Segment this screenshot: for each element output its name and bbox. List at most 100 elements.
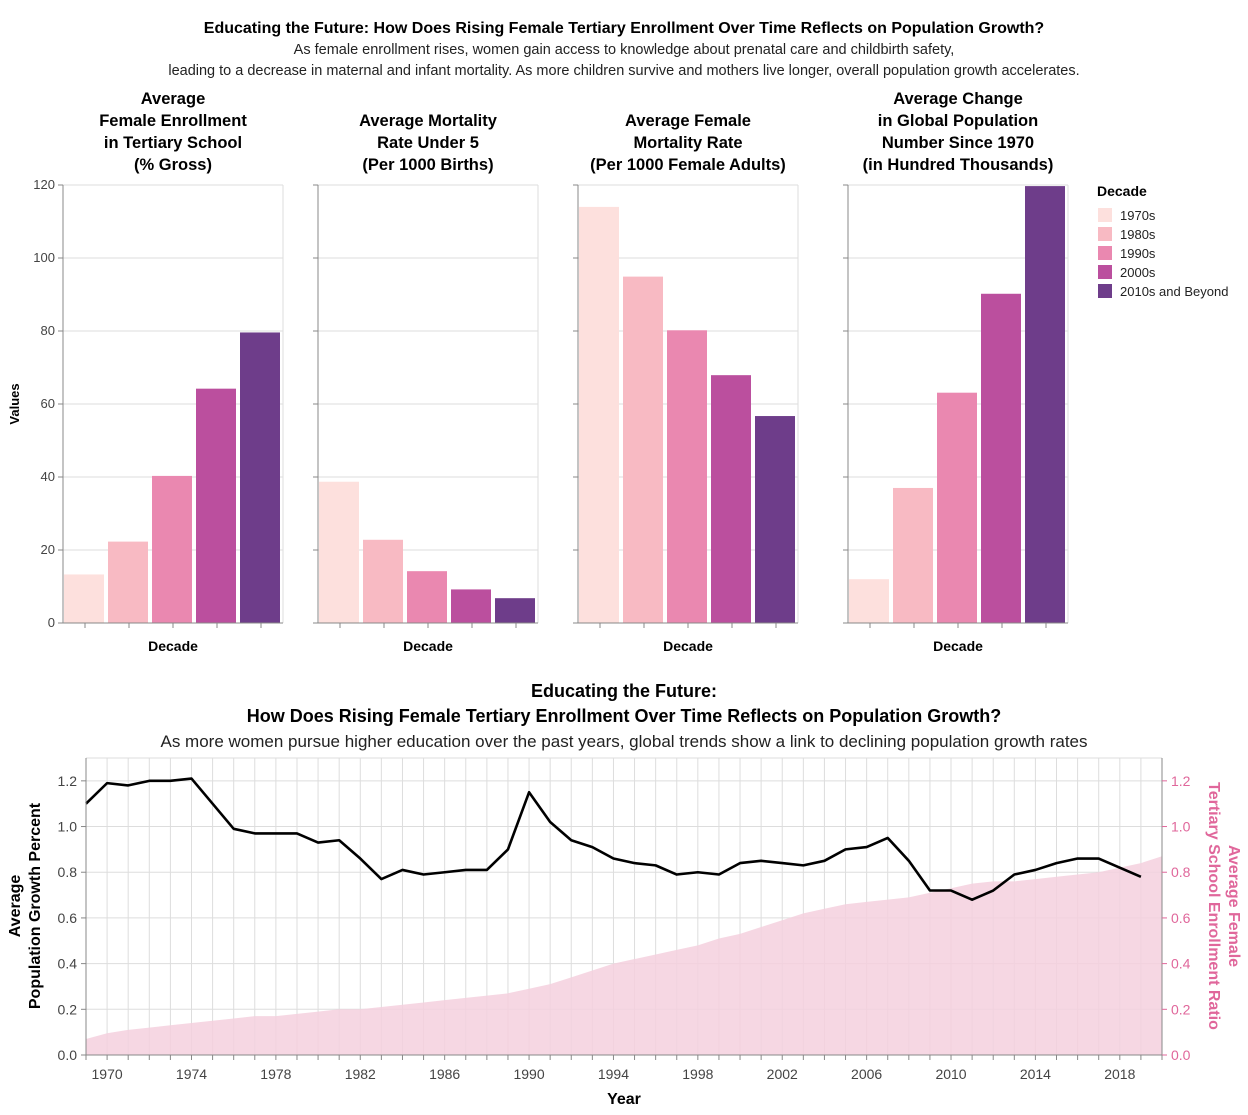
- y-tick-label: 0: [48, 615, 55, 630]
- bottom-x-axis-label: Year: [607, 1091, 641, 1108]
- right-y-tick-label: 0.6: [1171, 910, 1191, 926]
- panel-title-line: (% Gross): [134, 156, 212, 174]
- panel-title-line: Average Change: [893, 90, 1023, 108]
- bottom-y2-axis-label-line-1: Average Female: [1225, 845, 1242, 967]
- panel-title-line: Number Since 1970: [882, 134, 1034, 152]
- panel-title-line: Female Enrollment: [99, 112, 247, 130]
- bar-panel-3: Decade Average Female Mortality Rate (Per 1…: [573, 112, 799, 654]
- x-tick-label: 1990: [513, 1066, 544, 1082]
- x-tick-label: 2002: [767, 1066, 798, 1082]
- x-tick-label: 2018: [1104, 1066, 1135, 1082]
- bar-4-2000s: [981, 293, 1021, 623]
- top-chart-title: Educating the Future: How Does Rising Fe…: [204, 20, 1044, 37]
- bar-3-1970s: [579, 206, 619, 623]
- y-tick-label: 40: [41, 469, 55, 484]
- y-tick-label: 100: [33, 250, 55, 265]
- panel-title-line: Mortality Rate: [633, 134, 742, 152]
- left-y-tick-label: 0.6: [58, 910, 78, 926]
- legend-swatch-5: [1098, 284, 1112, 298]
- bar-3-2010s-and-beyond: [755, 416, 795, 623]
- y-tick-label: 80: [41, 323, 55, 338]
- legend-label-3: 1990s: [1120, 246, 1156, 261]
- left-y-tick-label: 0.0: [58, 1047, 78, 1063]
- bottom-y-axis-label-line-2: Population Growth Percent: [27, 802, 44, 1009]
- bar-panel-1: 0 20 40 60 80 100 120 Decade Average Female Enrol…: [33, 90, 284, 654]
- x-axis-label: Decade: [933, 638, 983, 654]
- x-tick-label: 2006: [851, 1066, 882, 1082]
- panel-title-line: Average Female: [625, 112, 751, 130]
- legend-swatch-4: [1098, 265, 1112, 279]
- left-y-tick-label: 1.0: [58, 819, 78, 835]
- top-chart-subtitle-line-1: As female enrollment rises, women gain a…: [294, 42, 955, 58]
- x-tick-label: 2014: [1020, 1066, 1051, 1082]
- right-y-tick-label: 0.8: [1171, 864, 1191, 880]
- x-tick-label: 2010: [935, 1066, 966, 1082]
- bar-1-2000s: [196, 388, 236, 623]
- bar-1-2010s-and-beyond: [240, 332, 280, 623]
- top-y-axis-label: Values: [7, 383, 22, 424]
- x-tick-label: 1970: [92, 1066, 123, 1082]
- bar-3-1990s: [667, 330, 707, 623]
- bar-1-1970s: [64, 574, 104, 623]
- line-chart: 0.0 0.2 0.4 0.6 0.8 1.0 1.2 0.0 0.2 0.4 0.6 0.8 1.0 1…: [58, 757, 1191, 1082]
- bar-2-1990s: [407, 571, 447, 623]
- decade-legend: Decade 1970s 1980s 1990s 2000s 2010s and Beyo…: [1097, 183, 1228, 299]
- bottom-y-axis-label-line-1: Average: [7, 875, 24, 938]
- right-y-tick-label: 0.0: [1171, 1047, 1191, 1063]
- left-y-tick-label: 0.8: [58, 864, 78, 880]
- bar-2-2000s: [451, 589, 491, 623]
- right-y-tick-label: 1.0: [1171, 819, 1191, 835]
- left-y-tick-label: 0.4: [58, 956, 78, 972]
- right-y-tick-label: 1.2: [1171, 773, 1191, 789]
- legend-label-4: 2000s: [1120, 265, 1156, 280]
- left-y-tick-label: 1.2: [58, 773, 78, 789]
- legend-swatch-1: [1098, 208, 1112, 222]
- panel-title-line: (Per 1000 Female Adults): [590, 156, 786, 174]
- bar-3-2000s: [711, 375, 751, 623]
- bar-4-1970s: [849, 579, 889, 623]
- panel-title-line: in Tertiary School: [104, 134, 242, 152]
- bar-2-1970s: [319, 481, 359, 623]
- x-axis-label: Decade: [403, 638, 453, 654]
- y-tick-label: 20: [41, 542, 55, 557]
- x-axis-label: Decade: [663, 638, 713, 654]
- legend-label-2: 1980s: [1120, 227, 1156, 242]
- bar-panel-4: Decade Average Change in Global Population…: [843, 90, 1069, 654]
- y-tick-label: 60: [41, 396, 55, 411]
- x-tick-label: 1974: [176, 1066, 207, 1082]
- panel-title-line: (Per 1000 Births): [362, 156, 493, 174]
- enrollment-area: [86, 856, 1162, 1055]
- bar-4-1990s: [937, 392, 977, 623]
- x-tick-label: 1978: [260, 1066, 291, 1082]
- legend-title: Decade: [1097, 183, 1147, 199]
- panel-title-line: Average: [141, 90, 206, 108]
- bar-panel-2: Decade Average Mortality Rate Under 5 (Per …: [313, 112, 539, 654]
- x-tick-label: 1998: [682, 1066, 713, 1082]
- bar-4-1980s: [893, 487, 933, 623]
- bar-2-1980s: [363, 539, 403, 623]
- bottom-chart-subtitle: As more women pursue higher education ov…: [160, 732, 1087, 751]
- bottom-y2-axis-label-line-2: Tertiary School Enrollment Ratio: [1205, 782, 1222, 1030]
- right-y-tick-label: 0.2: [1171, 1001, 1191, 1017]
- bar-3-1980s: [623, 276, 663, 623]
- bottom-chart-title-line-2: How Does Rising Female Tertiary Enrollme…: [247, 706, 1001, 726]
- legend-swatch-3: [1098, 246, 1112, 260]
- legend-label-1: 1970s: [1120, 208, 1156, 223]
- panel-title-line: in Global Population: [878, 112, 1038, 130]
- x-tick-label: 1994: [598, 1066, 629, 1082]
- population-growth-line: [85, 777, 1142, 901]
- y-tick-label: 120: [33, 177, 55, 192]
- panel-title-line: (in Hundred Thousands): [863, 156, 1054, 174]
- legend-label-5: 2010s and Beyond: [1120, 284, 1228, 299]
- left-y-tick-label: 0.2: [58, 1001, 78, 1017]
- bar-1-1980s: [108, 541, 148, 623]
- bar-2-2010s-and-beyond: [495, 598, 535, 623]
- bar-4-2010s-and-beyond: [1025, 186, 1065, 623]
- bottom-chart-title-line-1: Educating the Future:: [531, 681, 717, 701]
- bar-1-1990s: [152, 475, 192, 623]
- bar-panels: 0 20 40 60 80 100 120 Decade Average Female Enrol…: [33, 90, 1069, 654]
- top-chart-subtitle-line-2: leading to a decrease in maternal and in…: [168, 63, 1079, 79]
- x-tick-label: 1982: [345, 1066, 376, 1082]
- panel-title-line: Rate Under 5: [377, 134, 479, 152]
